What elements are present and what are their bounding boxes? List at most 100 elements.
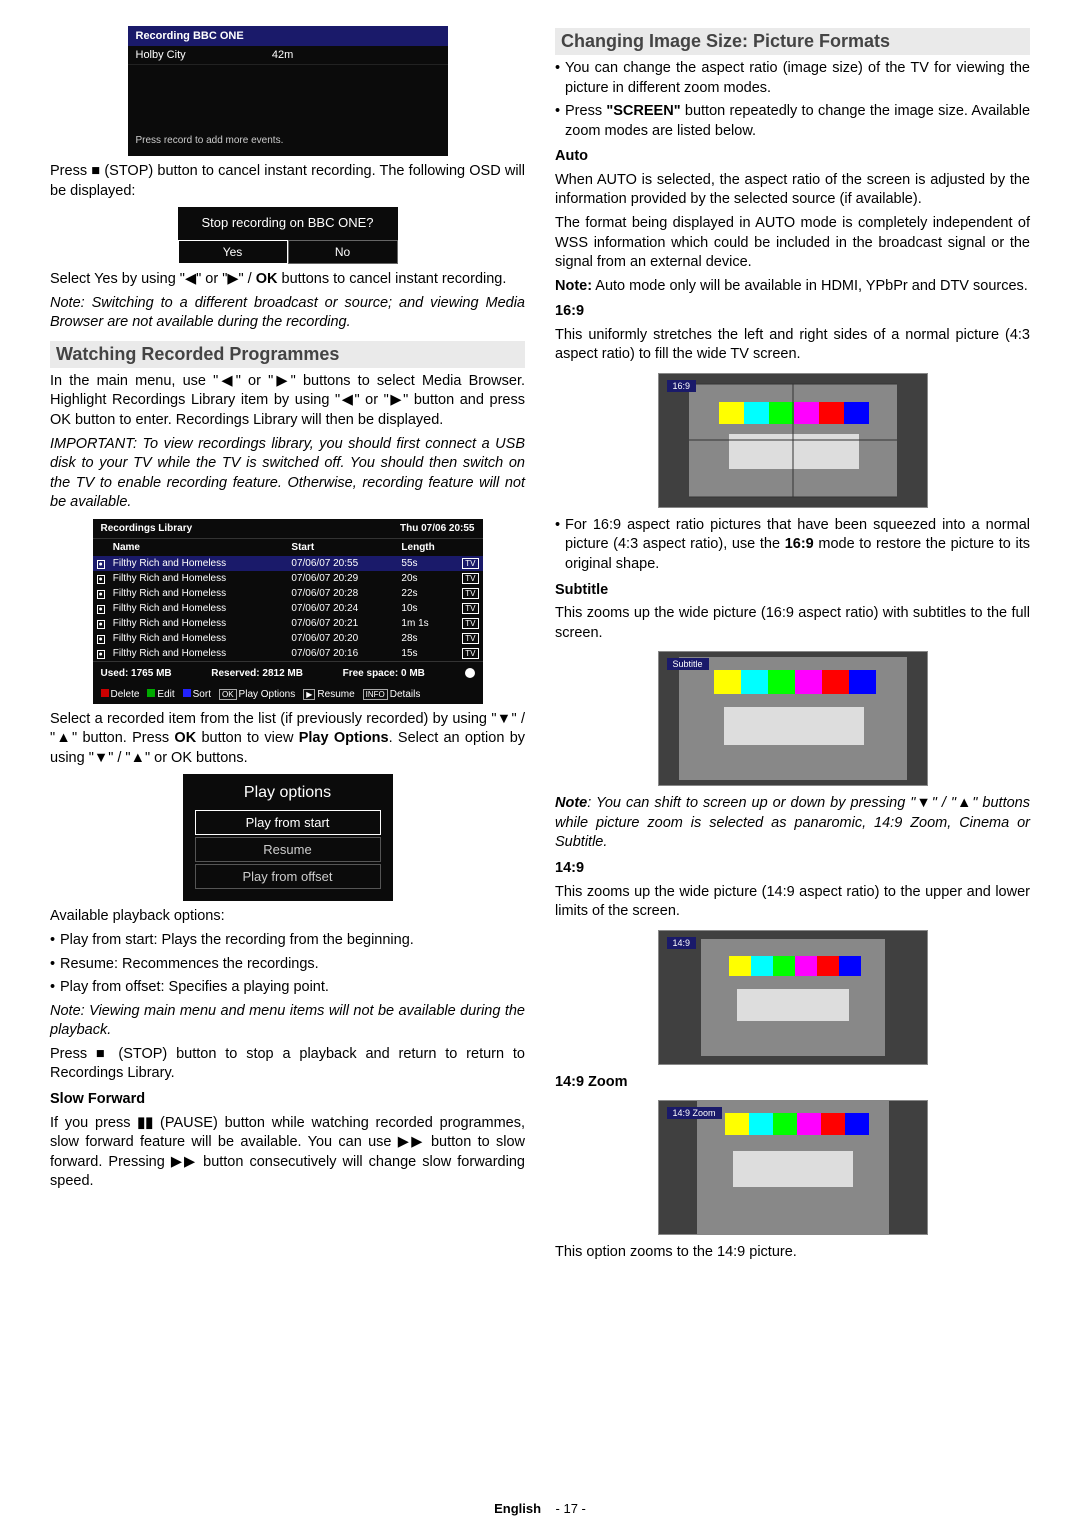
row-start: 07/06/07 20:24	[287, 601, 397, 616]
available-label: Available playback options:	[50, 907, 525, 927]
tv-icon: TV	[462, 558, 478, 569]
text: Press	[50, 1046, 96, 1062]
left-arrow-icon: ◀	[218, 373, 235, 389]
row-length: 55s	[397, 556, 458, 571]
recording-osd: Recording BBC ONE Holby City 42m Press r…	[128, 26, 448, 156]
play-options-dialog: Play options Play from start Resume Play…	[183, 774, 393, 901]
text: Select a recorded item from the list (if…	[50, 711, 496, 727]
play-from-offset[interactable]: Play from offset	[195, 864, 381, 889]
recording-row: Holby City 42m	[128, 46, 448, 65]
figure-label: 14:9 Zoom	[667, 1107, 722, 1119]
169-heading: 16:9	[555, 302, 1030, 322]
paragraph: Select a recorded item from the list (if…	[50, 710, 525, 769]
text: buttons to cancel instant recording.	[277, 271, 506, 287]
row-name: Filthy Rich and Homeless	[109, 571, 288, 586]
table-row[interactable]: ●Filthy Rich and Homeless07/06/07 20:241…	[93, 601, 483, 616]
row-length: 20s	[397, 571, 458, 586]
table-row[interactable]: ●Filthy Rich and Homeless07/06/07 20:555…	[93, 556, 483, 571]
lib-used: Used: 1765 MB	[101, 668, 172, 679]
text: Note:	[555, 278, 592, 294]
left-arrow-icon: ◀	[185, 271, 196, 287]
table-row[interactable]: ●Filthy Rich and Homeless07/06/07 20:202…	[93, 631, 483, 646]
row-start: 07/06/07 20:55	[287, 556, 397, 571]
lib-free: Free space: 0 MB	[343, 668, 425, 679]
blue-button-icon	[183, 689, 191, 697]
up-arrow-icon: ▲	[131, 750, 145, 766]
paragraph: When AUTO is selected, the aspect ratio …	[555, 171, 1030, 210]
row-name: Filthy Rich and Homeless	[109, 646, 288, 661]
edit-label[interactable]: Edit	[157, 689, 174, 700]
row-length: 22s	[397, 586, 458, 601]
table-row[interactable]: ●Filthy Rich and Homeless07/06/07 20:282…	[93, 586, 483, 601]
yes-button[interactable]: Yes	[178, 240, 288, 264]
paragraph: In the main menu, use "◀" or "▶" buttons…	[50, 372, 525, 431]
text: Note	[555, 795, 587, 811]
section-heading: Changing Image Size: Picture Formats	[555, 28, 1030, 55]
bullet-3: Play from offset: Specifies a playing po…	[50, 978, 525, 998]
delete-label[interactable]: Delete	[111, 689, 140, 700]
text: " / "	[108, 750, 130, 766]
details-label[interactable]: Details	[390, 689, 421, 700]
note: Note: Viewing main menu and menu items w…	[50, 1002, 525, 1041]
resume-label[interactable]: Resume	[317, 689, 354, 700]
row-name: Filthy Rich and Homeless	[109, 601, 288, 616]
row-length: 10s	[397, 601, 458, 616]
tv-icon: TV	[462, 603, 478, 614]
table-row[interactable]: ●Filthy Rich and Homeless07/06/07 20:161…	[93, 646, 483, 661]
text: " /	[239, 271, 256, 287]
fast-forward-icon: ▶▶	[171, 1154, 197, 1170]
recording-title: Recording BBC ONE	[128, 26, 448, 46]
up-arrow-icon: ▲	[55, 730, 72, 746]
recording-program: Holby City	[136, 49, 186, 61]
text: OK	[256, 271, 278, 287]
stop-recording-dialog: Stop recording on BBC ONE? Yes No	[178, 207, 398, 264]
text: Press	[50, 163, 91, 179]
page-footer: English - 17 -	[0, 1501, 1080, 1516]
text: Select Yes by using "	[50, 271, 185, 287]
figure-label: 14:9	[667, 937, 697, 949]
auto-heading: Auto	[555, 147, 1030, 167]
text: " / "	[932, 795, 956, 811]
text: (STOP) button to cancel instant recordin…	[50, 163, 525, 199]
paragraph: This zooms up the wide picture (16:9 asp…	[555, 604, 1030, 643]
paragraph: Note: Auto mode only will be available i…	[555, 277, 1030, 297]
row-length: 15s	[397, 646, 458, 661]
play-options-label[interactable]: Play Options	[239, 689, 296, 700]
sort-label[interactable]: Sort	[193, 689, 211, 700]
paragraph: Press ■ (STOP) button to cancel instant …	[50, 162, 525, 201]
up-arrow-icon: ▲	[956, 795, 972, 811]
149zoom-heading: 14:9 Zoom	[555, 1073, 1030, 1093]
tv-icon: TV	[462, 588, 478, 599]
figure-14-9: 14:9	[658, 930, 928, 1065]
bullet: You can change the aspect ratio (image s…	[555, 59, 1030, 98]
down-arrow-icon: ▼	[915, 795, 931, 811]
play-from-start[interactable]: Play from start	[195, 810, 381, 835]
table-row[interactable]: ●Filthy Rich and Homeless07/06/07 20:211…	[93, 616, 483, 631]
figure-label: Subtitle	[667, 658, 709, 670]
bullet-1: Play from start: Plays the recording fro…	[50, 931, 525, 951]
note: Note: Switching to a different broadcast…	[50, 294, 525, 333]
tv-icon: TV	[462, 573, 478, 584]
tv-icon: TV	[462, 633, 478, 644]
no-button[interactable]: No	[288, 240, 398, 264]
figure-14-9-zoom: 14:9 Zoom	[658, 1100, 928, 1235]
resume-option[interactable]: Resume	[195, 837, 381, 862]
note: Note: You can shift to screen up or down…	[555, 794, 1030, 853]
paragraph: If you press ▮▮ (PAUSE) button while wat…	[50, 1114, 525, 1192]
subtitle-heading: Subtitle	[555, 581, 1030, 601]
table-row[interactable]: ●Filthy Rich and Homeless07/06/07 20:292…	[93, 571, 483, 586]
bullet: For 16:9 aspect ratio pictures that have…	[555, 516, 1030, 575]
pause-icon: ▮▮	[137, 1115, 153, 1131]
left-column: Recording BBC ONE Holby City 42m Press r…	[50, 20, 525, 1267]
row-name: Filthy Rich and Homeless	[109, 586, 288, 601]
slow-forward-heading: Slow Forward	[50, 1090, 525, 1110]
paragraph: Select Yes by using "◀" or "▶" / OK butt…	[50, 270, 525, 290]
lib-date: Thu 07/06 20:55	[400, 523, 474, 534]
row-start: 07/06/07 20:20	[287, 631, 397, 646]
row-start: 07/06/07 20:29	[287, 571, 397, 586]
text: Play Options	[299, 730, 389, 746]
recordings-library: Recordings Library Thu 07/06 20:55 Name …	[93, 519, 483, 704]
text: " or OK buttons.	[145, 750, 248, 766]
text: Press	[565, 103, 606, 119]
figure-subtitle: Subtitle	[658, 651, 928, 786]
